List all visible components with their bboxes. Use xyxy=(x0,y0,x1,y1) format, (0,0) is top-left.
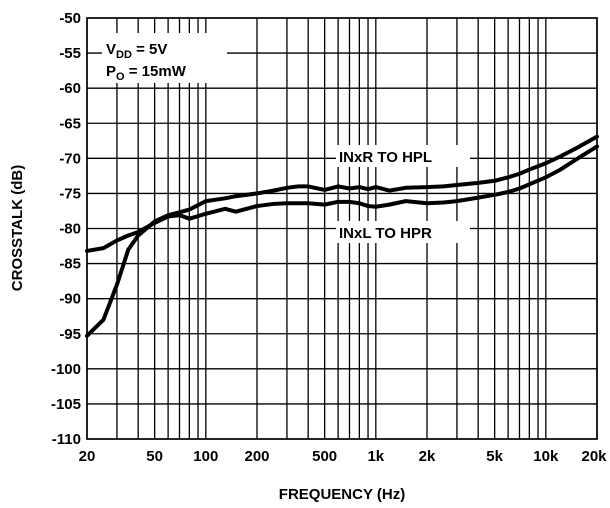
y-tick-label: -75 xyxy=(59,185,81,202)
x-tick-labels: 20 50 100 200 500 1k 2k 5k 10k 20k xyxy=(79,448,608,465)
annotation-bg-inxl xyxy=(336,221,470,243)
y-tick-label: -60 xyxy=(59,80,81,97)
condition-vdd-main: V xyxy=(106,41,116,58)
y-tick-label: -95 xyxy=(59,326,81,343)
x-tick-label: 10k xyxy=(533,448,559,465)
y-tick-label: -55 xyxy=(59,45,81,62)
annotation-inxr-to-hpl: INxR TO HPL xyxy=(339,149,432,166)
x-tick-label: 50 xyxy=(146,448,163,465)
condition-vdd: VDD = 5V xyxy=(106,41,167,61)
y-axis-title: CROSSTALK (dB) xyxy=(9,165,26,291)
x-tick-label: 200 xyxy=(244,448,269,465)
condition-po-main: P xyxy=(106,63,116,80)
x-tick-label: 20 xyxy=(79,448,96,465)
y-tick-label: -70 xyxy=(59,150,81,167)
y-tick-label: -80 xyxy=(59,221,81,238)
x-tick-label: 500 xyxy=(312,448,337,465)
y-tick-label: -85 xyxy=(59,256,81,273)
y-tick-label: -105 xyxy=(51,396,81,413)
x-tick-label: 20k xyxy=(581,448,607,465)
plot-frame xyxy=(86,17,598,440)
annotation-inxl-to-hpr: INxL TO HPR xyxy=(339,225,432,242)
condition-po-sub: O xyxy=(116,71,125,83)
conditions-box xyxy=(102,33,227,83)
y-tick-label: -110 xyxy=(52,431,81,448)
y-tick-label: -65 xyxy=(59,115,81,132)
y-tick-label: -90 xyxy=(59,291,81,308)
condition-po-rest: = 15mW xyxy=(125,63,187,80)
x-axis-title: FREQUENCY (Hz) xyxy=(279,486,405,503)
series-line-inxl-to-hpr xyxy=(85,144,599,253)
y-tick-label: -100 xyxy=(51,361,81,378)
x-tick-label: 100 xyxy=(193,448,218,465)
condition-vdd-rest: = 5V xyxy=(132,41,167,58)
x-tick-label: 5k xyxy=(486,448,503,465)
x-tick-label: 1k xyxy=(367,448,384,465)
x-tick-label: 2k xyxy=(419,448,436,465)
annotation-bg-inxr xyxy=(336,145,470,167)
y-tick-labels: -50 -55 -60 -65 -70 -75 -80 -85 -90 -95 -100 -105 -1… xyxy=(51,10,81,448)
condition-vdd-sub: DD xyxy=(116,49,132,61)
y-tick-label: -50 xyxy=(59,10,81,27)
condition-po: PO = 15mW xyxy=(106,63,187,83)
curve-layer xyxy=(85,134,599,338)
